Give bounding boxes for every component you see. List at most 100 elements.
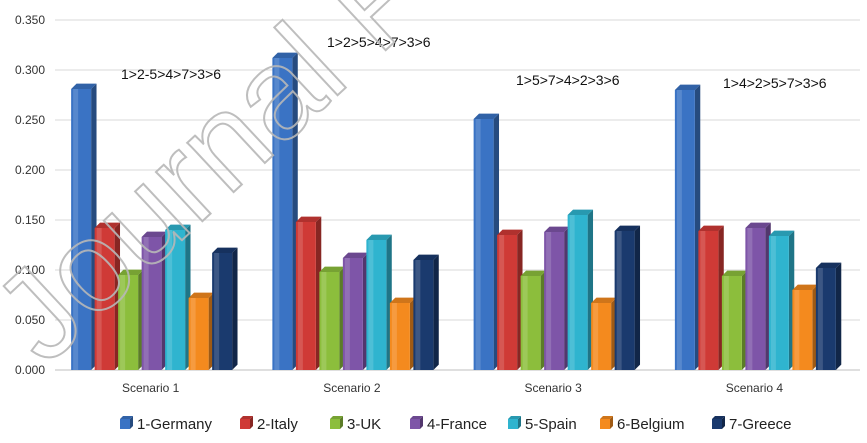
bar-highlight: [569, 215, 575, 370]
legend-swatch: [330, 419, 340, 429]
legend-swatch-side: [610, 416, 613, 429]
ranking-annotation: 1>5>7>4>2>3>6: [516, 72, 620, 88]
bar-top-face: [768, 230, 795, 236]
bar-top-face: [272, 52, 298, 58]
legend-swatch: [120, 419, 130, 429]
bar-highlight: [344, 258, 350, 370]
bar: [272, 52, 298, 370]
legend-swatch: [600, 419, 610, 429]
bar: [473, 113, 500, 370]
legend-swatch-top: [240, 416, 253, 419]
bar: [544, 226, 570, 370]
bar-highlight: [321, 272, 327, 370]
legend-swatch-side: [130, 416, 133, 429]
bar: [141, 231, 168, 370]
bar: [212, 247, 238, 370]
bar: [188, 292, 215, 370]
legend-swatch-top: [508, 416, 521, 419]
bar-top-face: [614, 225, 641, 231]
bar-highlight: [274, 58, 280, 370]
bar: [71, 83, 97, 370]
bar: [342, 252, 369, 370]
legend-label: 5-Spain: [525, 416, 577, 433]
bar: [792, 284, 818, 370]
bar-highlight: [297, 222, 303, 370]
y-tick-label: 0.150: [15, 213, 45, 227]
legend-swatch: [712, 419, 722, 429]
bar-top-face: [141, 231, 168, 237]
bar-highlight: [794, 290, 800, 370]
bar-top-face: [165, 224, 191, 230]
bar-highlight: [546, 232, 552, 370]
bar-top-face: [94, 222, 121, 228]
y-tick-label: 0.000: [15, 363, 45, 377]
bar-highlight: [747, 228, 753, 370]
x-tick-label: Scenario 2: [323, 381, 381, 395]
bar: [497, 229, 523, 370]
bars: [71, 52, 842, 370]
bar: [698, 225, 724, 370]
bar-top-face: [319, 266, 345, 272]
legend-swatch-top: [330, 416, 343, 419]
bar-highlight: [368, 240, 374, 370]
legend-swatch-top: [600, 416, 613, 419]
bar-highlight: [190, 298, 196, 370]
bar: [165, 224, 191, 370]
bar-top-face: [698, 225, 724, 231]
y-tick-label: 0.100: [15, 263, 45, 277]
x-tick-label: Scenario 1: [122, 381, 180, 395]
bar: [319, 266, 345, 370]
ranking-annotation: 1>2>5>4>7>3>6: [327, 34, 431, 50]
legend-label: 7-Greece: [729, 416, 792, 433]
y-tick-label: 0.350: [15, 13, 45, 27]
bar-highlight: [770, 236, 776, 370]
bar-top-face: [497, 229, 523, 235]
bar-highlight: [817, 268, 823, 370]
bar: [520, 270, 547, 370]
y-tick-label: 0.250: [15, 113, 45, 127]
legend-label: 4-France: [427, 416, 487, 433]
bar-highlight: [214, 253, 220, 370]
bar: [768, 230, 795, 370]
legend-swatch-top: [410, 416, 423, 419]
legend-swatch-side: [722, 416, 725, 429]
y-axis-tick-labels: 0.000 0.050 0.100 0.150 0.200 0.250 0.300 0.350: [15, 13, 45, 377]
legend-label: 1-Germany: [137, 416, 213, 433]
bar-top-face: [745, 222, 771, 228]
y-tick-label: 0.200: [15, 163, 45, 177]
legend-swatch: [240, 419, 250, 429]
y-tick-label: 0.300: [15, 63, 45, 77]
bar: [614, 225, 641, 370]
bar-highlight: [616, 231, 622, 370]
bar-highlight: [120, 275, 126, 370]
legend-label: 2-Italy: [257, 416, 298, 433]
bar: [674, 84, 701, 370]
legend-item: 2-Italy: [240, 416, 298, 433]
bar: [118, 269, 144, 370]
y-tick-label: 0.050: [15, 313, 45, 327]
bar-side-face: [634, 225, 641, 370]
bar: [815, 262, 842, 370]
bar-highlight: [499, 235, 505, 370]
bar-highlight: [391, 303, 397, 370]
legend-item: 5-Spain: [508, 416, 577, 433]
bar-top-face: [473, 113, 500, 119]
bar-highlight: [522, 276, 528, 370]
bar-top-face: [342, 252, 369, 258]
legend: 1-Germany 2-Italy 3-UK 4-France 5-Spain 6-Bel…: [120, 416, 792, 433]
bar-top-face: [567, 209, 594, 215]
bar-side-face: [433, 254, 439, 370]
bar: [721, 270, 748, 370]
legend-item: 3-UK: [330, 416, 381, 433]
bar-highlight: [676, 90, 682, 370]
legend-item: 1-Germany: [120, 416, 213, 433]
legend-label: 6-Belgium: [617, 416, 685, 433]
ranking-annotations: 1>2-5>4>7>3>6 1>2>5>4>7>3>6 1>5>7>4>2>3>6 1…: [121, 34, 827, 91]
ranking-annotation: 1>4>2>5>7>3>6: [723, 75, 827, 91]
bar: [567, 209, 594, 370]
legend-item: 6-Belgium: [600, 416, 685, 433]
bar: [591, 297, 617, 370]
x-tick-label: Scenario 4: [726, 381, 784, 395]
bar-top-face: [591, 297, 617, 303]
